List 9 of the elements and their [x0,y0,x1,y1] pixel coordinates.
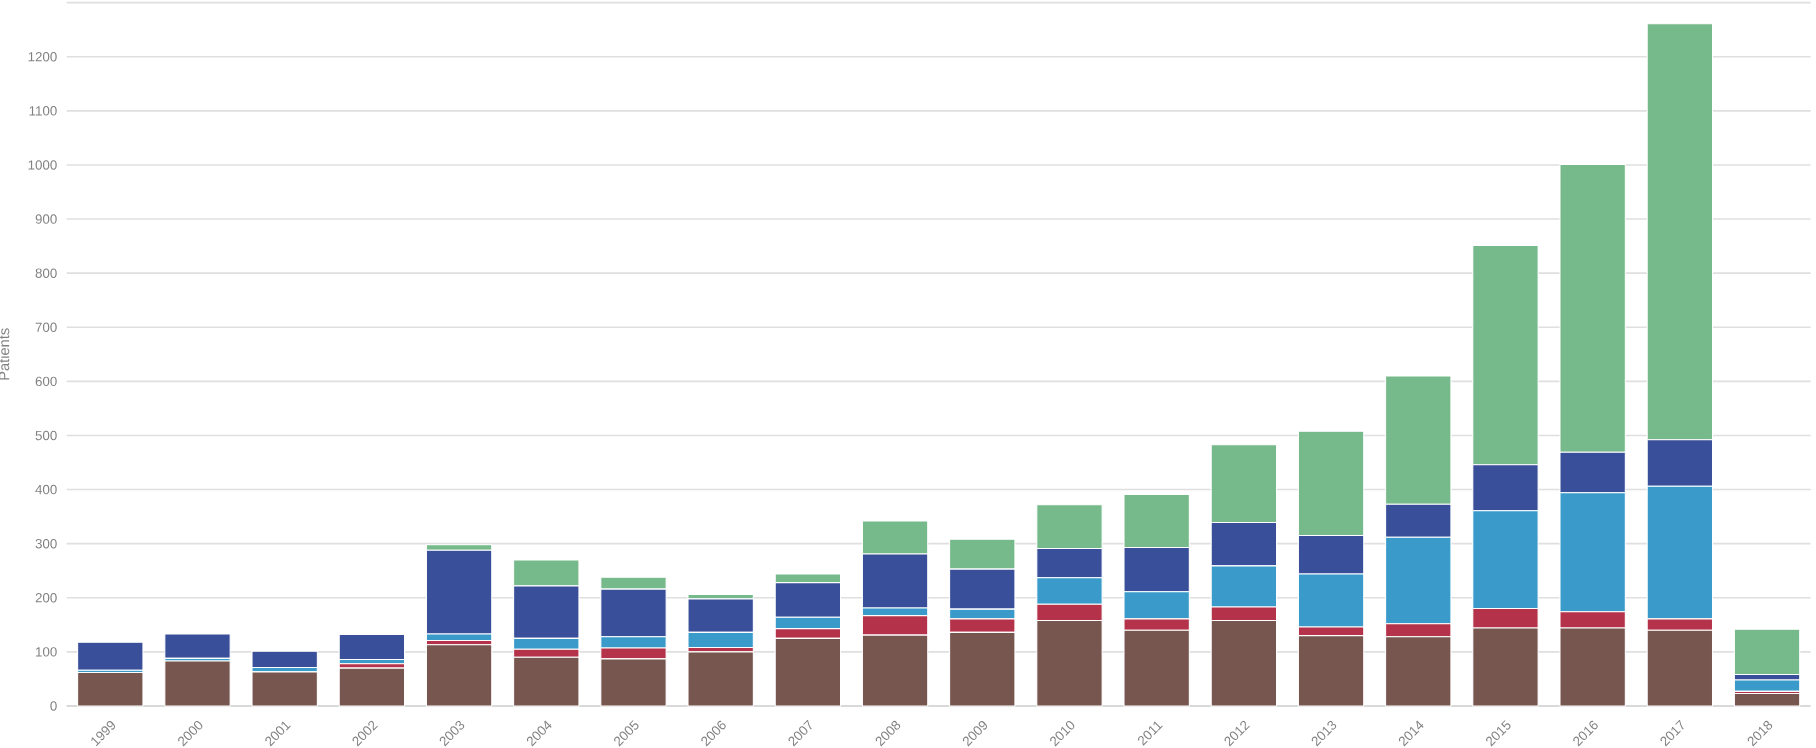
bar [687,651,754,707]
bar [425,549,493,635]
bar [338,667,406,707]
bar [251,671,318,707]
bar [251,650,318,669]
bar [1733,628,1801,676]
bar [338,634,406,660]
bar [513,656,580,707]
bar [425,644,493,707]
